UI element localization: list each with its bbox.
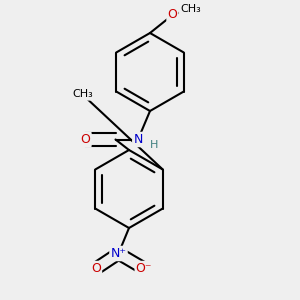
Text: O: O bbox=[91, 262, 101, 275]
Text: CH₃: CH₃ bbox=[72, 89, 93, 100]
Text: H: H bbox=[150, 140, 159, 151]
Text: N⁺: N⁺ bbox=[110, 247, 127, 260]
Text: O: O bbox=[168, 8, 177, 22]
Text: O: O bbox=[81, 133, 90, 146]
Text: O⁻: O⁻ bbox=[136, 262, 152, 275]
Text: N: N bbox=[133, 133, 143, 146]
Text: CH₃: CH₃ bbox=[180, 4, 201, 14]
